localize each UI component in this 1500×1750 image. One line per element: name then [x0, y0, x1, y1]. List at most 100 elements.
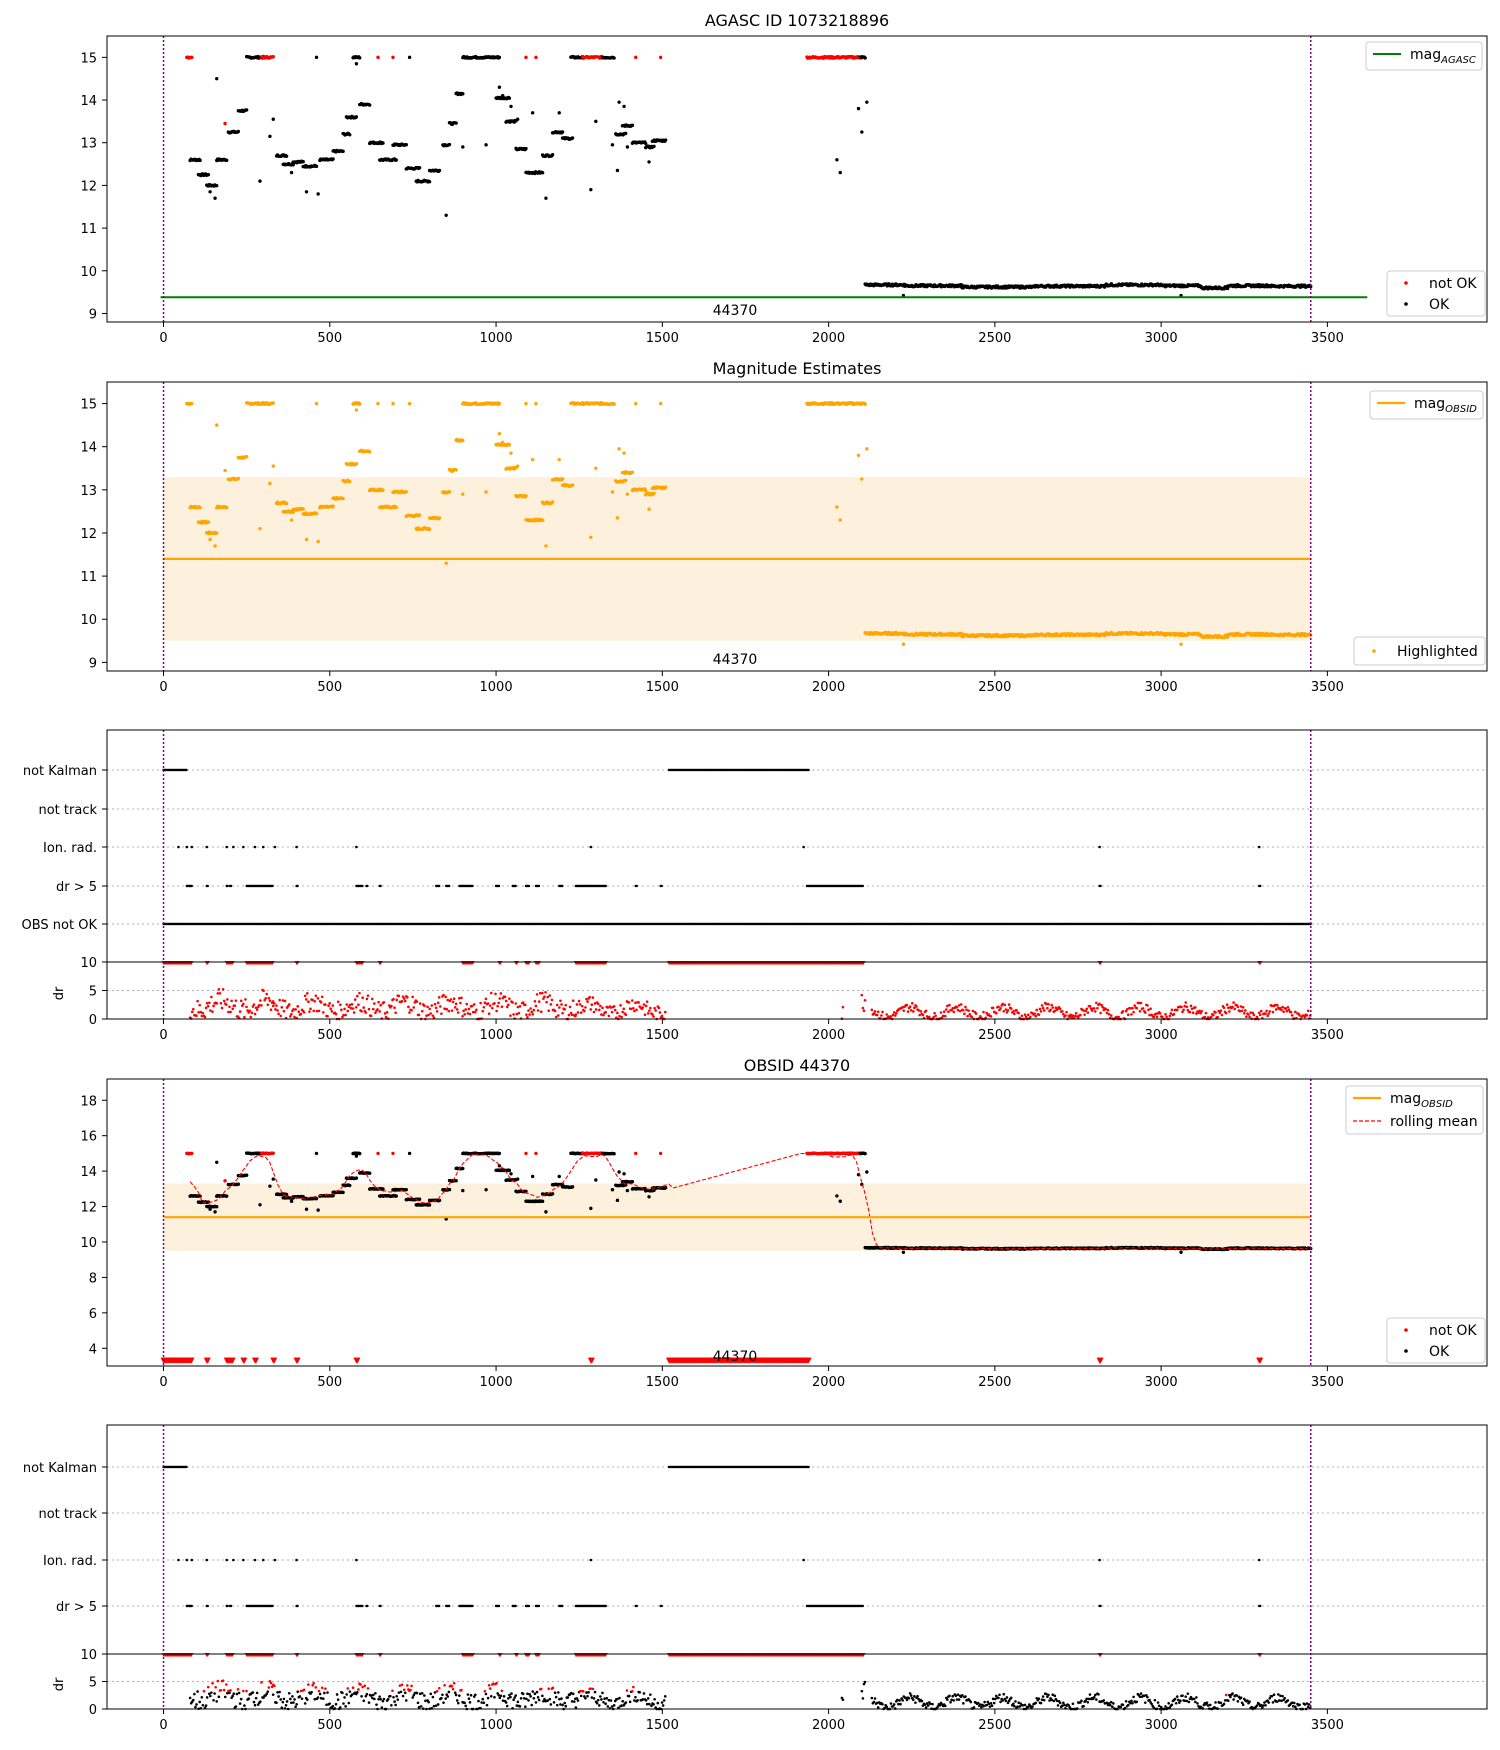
p3-dr-point	[607, 1014, 611, 1018]
p3-dr-point	[500, 1005, 504, 1009]
p3-dr-point	[574, 1013, 578, 1016]
p1-point	[509, 104, 513, 109]
p2-point	[1179, 642, 1183, 646]
p3-dr-point	[351, 1007, 355, 1010]
p3-dr-point	[239, 999, 243, 1003]
p3-dr-point	[346, 1009, 350, 1013]
p3-dr-point	[602, 1013, 605, 1017]
p3-flag-point	[261, 845, 265, 849]
p3-dr-point	[369, 1014, 373, 1018]
p3-dr-point	[201, 1011, 205, 1015]
p3-dr-point	[420, 1009, 424, 1013]
p3-dr-point	[481, 1009, 485, 1013]
p2-point	[509, 451, 513, 455]
p3-dr-point	[526, 1016, 529, 1019]
p3-dr-point	[997, 1005, 1000, 1009]
p3-dr-point	[430, 1004, 434, 1007]
p2-point	[497, 401, 502, 406]
p3-dr-point	[379, 1003, 383, 1007]
p3-dr-point	[915, 1005, 918, 1008]
p3-dr-point	[558, 1006, 561, 1009]
p3-dr-point	[449, 998, 453, 1001]
p3-flag-point	[271, 884, 274, 888]
p3-dr-point	[276, 1009, 279, 1012]
p3-dr-point	[321, 1011, 325, 1014]
p3-dr-point	[299, 1012, 303, 1016]
p3-dr-point	[444, 995, 447, 999]
p3-dr-point	[511, 1001, 514, 1004]
p3-dr-point	[942, 1010, 946, 1013]
p1-point	[381, 141, 385, 145]
p3-dr-point	[268, 999, 272, 1003]
p3-flag-point	[527, 884, 531, 888]
p2-point	[404, 490, 408, 494]
p3-dr-point	[546, 995, 549, 999]
p3-dr-point	[599, 1004, 602, 1008]
p3-dr-point	[588, 995, 592, 999]
p3-dr-point	[641, 1006, 645, 1009]
p3-dr-point	[530, 1010, 534, 1014]
p3-dr-point	[360, 1010, 363, 1013]
p3-dr-point	[450, 1009, 454, 1012]
p3-dr-point	[356, 994, 359, 998]
p3-dr-point	[594, 1008, 598, 1011]
p3-dr-point	[283, 999, 287, 1003]
p3-flag-point	[273, 845, 277, 849]
p1-point	[348, 133, 352, 137]
p2-point	[444, 561, 448, 565]
p3-dr-point	[350, 1002, 354, 1006]
p3-dr-point	[612, 1004, 616, 1008]
p2-point	[314, 511, 319, 516]
p3-dr-point	[400, 1000, 404, 1003]
p2-point	[658, 401, 663, 406]
p3-dr-point	[309, 1007, 312, 1011]
p1-point	[835, 158, 839, 162]
p3-dr-point	[306, 992, 309, 995]
p1-point	[186, 55, 191, 60]
p3-dr-point	[484, 997, 488, 1001]
p3-dr-point	[264, 996, 267, 1000]
p3-dr-point	[933, 1011, 936, 1015]
p3-dr-point	[294, 1008, 297, 1011]
p3-dr-point	[592, 1010, 596, 1014]
p1-point	[394, 158, 399, 162]
p3-dr-point	[529, 1007, 532, 1010]
p3-flag-point	[295, 845, 298, 849]
p3-dr-point	[571, 999, 575, 1002]
p3-dr-point	[635, 1008, 638, 1012]
p3-dr-point	[880, 1014, 883, 1017]
p3-dr-point	[560, 1003, 563, 1006]
p2-point	[865, 447, 869, 451]
p3-dr-point	[324, 1003, 327, 1006]
p2-point	[461, 438, 465, 443]
p3-dr-point	[547, 1009, 551, 1013]
p2-point	[367, 450, 372, 454]
p3-dr-point	[622, 1007, 626, 1011]
p3-dr-point	[260, 1004, 263, 1007]
p3-dr-point	[313, 999, 317, 1003]
p3-dr-point	[943, 1014, 947, 1018]
p3-dr-point	[415, 1000, 419, 1003]
p3-dr-point	[312, 1009, 316, 1013]
p3-dr-point	[934, 1014, 937, 1018]
p3-dr-point	[1015, 1008, 1018, 1012]
p3-dr-point	[203, 1015, 207, 1019]
p3-dr-point	[249, 1015, 253, 1019]
p1-point	[615, 168, 620, 173]
p3-dr-point	[876, 1010, 880, 1014]
p3-dr-point	[995, 1011, 998, 1015]
p3-flag-point	[232, 845, 235, 849]
p3-dr-point	[610, 1010, 614, 1014]
p3-dr-point	[437, 996, 441, 999]
p3-flag-point	[205, 845, 209, 849]
p1-point	[215, 183, 219, 188]
p2-point	[354, 461, 359, 466]
p3-flag-point	[206, 884, 209, 888]
p1-point	[208, 190, 212, 194]
p2-point	[407, 401, 412, 406]
p3-dr-point	[212, 1004, 215, 1008]
p1-point	[497, 85, 502, 89]
p3-dr-point	[402, 997, 406, 1000]
p2-point	[524, 494, 528, 498]
p3-dr-point	[532, 1008, 536, 1012]
